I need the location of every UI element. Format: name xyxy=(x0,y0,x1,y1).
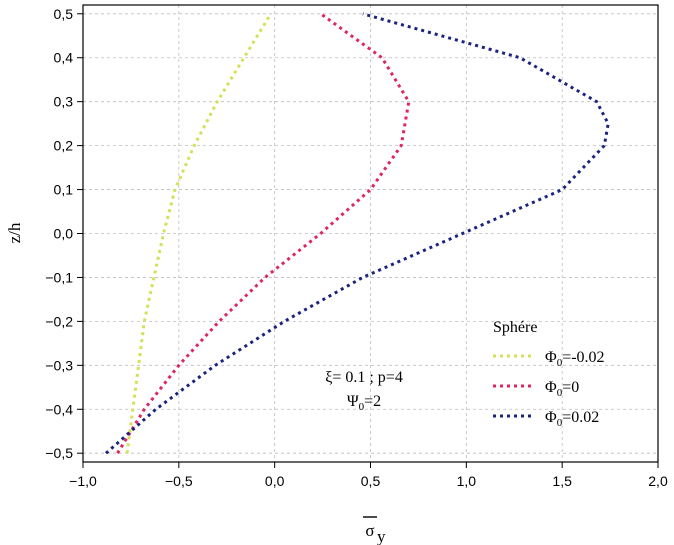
legend-label-rest: =0.02 xyxy=(562,409,599,426)
y-tick-label: 0,0 xyxy=(54,226,74,242)
x-axis-title: σ y xyxy=(363,516,386,545)
x-tick-label: 1,5 xyxy=(552,473,572,489)
y-axis-title: z/h xyxy=(5,222,24,243)
y-tick-label: 0,1 xyxy=(54,182,74,198)
y-tick-label: 0,5 xyxy=(54,6,74,22)
series-lines xyxy=(105,12,610,455)
annotation-psi: Ψ0=2 xyxy=(347,393,381,413)
y-tick-label: −0,3 xyxy=(45,357,73,373)
legend-label-main: Φ xyxy=(545,349,557,366)
legend-label-rest: =-0.02 xyxy=(562,349,604,366)
x-axis-title-subscript: y xyxy=(377,527,386,545)
y-tick-label: −0,4 xyxy=(45,401,73,417)
legend-label-sub: 0 xyxy=(557,357,563,369)
annotation: ξ= 0.1 ; p=4 Ψ0=2 xyxy=(325,369,403,413)
legend-label-main: Φ xyxy=(545,409,557,426)
legend-label-sub: 0 xyxy=(557,417,563,429)
axis-ticks: −1,0 −0,5 0,0 0,5 1,0 1,5 2,0 −0,5 −0,4 −0,3 −0,2 −… xyxy=(45,6,668,489)
x-axis-title-main: σ xyxy=(365,521,374,540)
x-tick-label: 2,0 xyxy=(648,473,668,489)
legend-label-rest: =0 xyxy=(562,379,579,396)
legend-label-sub: 0 xyxy=(557,387,563,399)
legend-title: Sphére xyxy=(493,319,537,336)
y-tick-label: −0,1 xyxy=(45,269,73,285)
legend-label-1: Φ0=0 xyxy=(545,379,579,399)
x-tick-label: −0,5 xyxy=(165,473,193,489)
legend-label-2: Φ0=0.02 xyxy=(545,409,599,429)
x-tick-label: −1,0 xyxy=(69,473,97,489)
annotation-parameters: ξ= 0.1 ; p=4 xyxy=(325,369,403,386)
series-line-2 xyxy=(105,12,610,455)
y-tick-label: 0,4 xyxy=(54,50,74,66)
y-tick-label: 0,2 xyxy=(54,138,74,154)
y-tick-label: 0,3 xyxy=(54,94,74,110)
x-tick-label: 0,5 xyxy=(361,473,381,489)
x-tick-label: 0,0 xyxy=(265,473,285,489)
legend-label-0: Φ0=-0.02 xyxy=(545,349,605,369)
x-tick-label: 1,0 xyxy=(457,473,477,489)
y-tick-label: −0,5 xyxy=(45,445,73,461)
y-tick-label: −0,2 xyxy=(45,313,73,329)
series-line-1 xyxy=(116,12,411,454)
legend-label-main: Φ xyxy=(545,379,557,396)
